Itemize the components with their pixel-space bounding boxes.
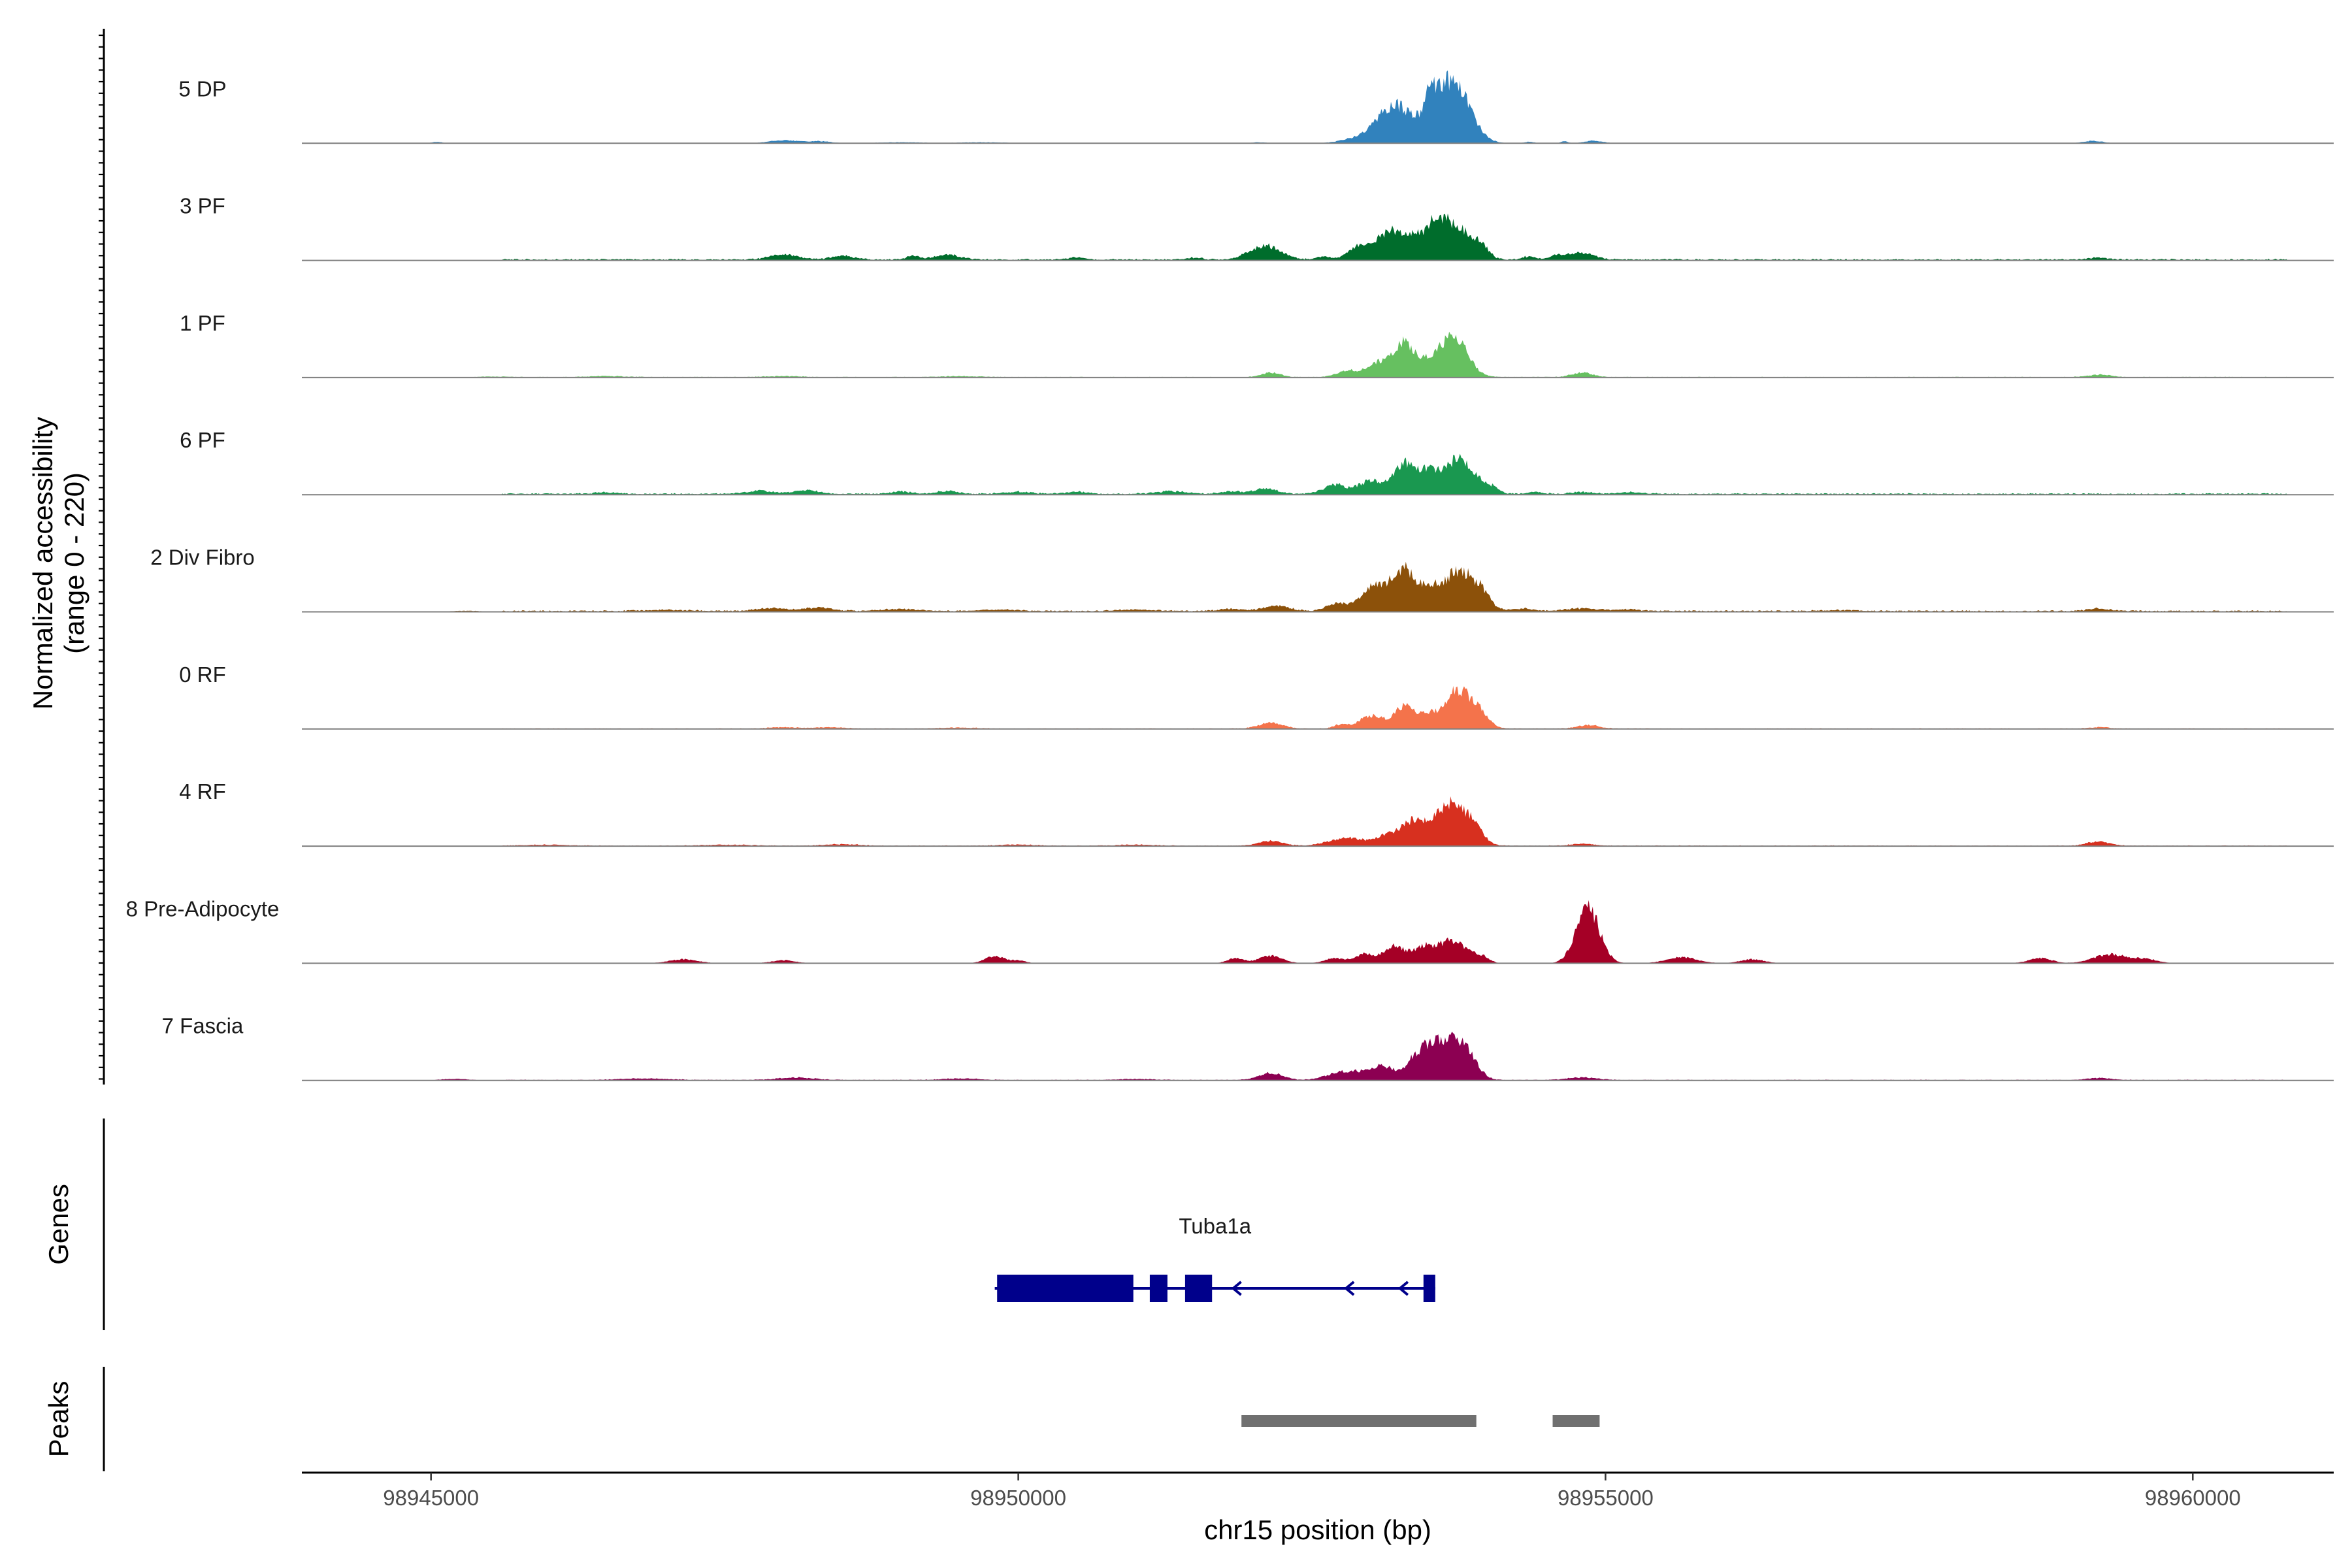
peak-region bbox=[1241, 1415, 1477, 1427]
peak-region bbox=[1552, 1415, 1600, 1427]
coverage-y-axis bbox=[99, 29, 105, 1085]
y-axis-title-line2: (range 0 - 220) bbox=[59, 472, 90, 654]
coverage-y-ticks bbox=[99, 34, 104, 1080]
track-label: 8 Pre-Adipocyte bbox=[126, 896, 280, 921]
coverage-track bbox=[302, 796, 2334, 847]
gene-strand-arrow bbox=[1344, 1281, 1355, 1296]
y-axis-title-line1: Normalized accessibility bbox=[27, 417, 58, 710]
gene-exon bbox=[1423, 1275, 1435, 1302]
x-axis: 98945000 98950000 98955000 98960000 bbox=[302, 1471, 2334, 1510]
coverage-track bbox=[302, 70, 2334, 144]
track-label: 2 Div Fibro bbox=[150, 546, 255, 570]
coverage-track bbox=[302, 331, 2334, 378]
peaks-track bbox=[1241, 1415, 1600, 1427]
genes-track-label: Genes bbox=[43, 1184, 74, 1265]
track-label: 3 PF bbox=[180, 194, 225, 218]
coverage-track-labels: 5 DP 3 PF 1 PF 6 PF 2 Div Fibro 0 RF 4 RF 8 Pre… bbox=[126, 76, 280, 1037]
gene-exon bbox=[1184, 1275, 1213, 1302]
coverage-track bbox=[302, 453, 2334, 496]
coverage-track bbox=[302, 1032, 2334, 1081]
gene-exon bbox=[997, 1275, 1134, 1302]
x-tick-label: 98960000 bbox=[2145, 1486, 2241, 1510]
track-label: 7 Fascia bbox=[162, 1014, 244, 1038]
track-label: 5 DP bbox=[178, 76, 226, 101]
track-label: 6 PF bbox=[180, 428, 225, 452]
gene-track: Tuba1a bbox=[994, 1214, 1435, 1302]
coverage-tracks bbox=[302, 70, 2334, 1081]
gene-strand-arrow bbox=[1397, 1281, 1409, 1296]
x-tick-label: 98955000 bbox=[1558, 1486, 1654, 1510]
coverage-track bbox=[302, 685, 2334, 730]
track-label: 1 PF bbox=[180, 311, 225, 335]
x-axis-title: chr15 position (bp) bbox=[1204, 1514, 1431, 1545]
gene-name-label: Tuba1a bbox=[1179, 1214, 1251, 1238]
coverage-track bbox=[302, 561, 2334, 613]
gene-exon bbox=[1149, 1275, 1168, 1302]
coverage-track bbox=[302, 900, 2334, 964]
gene-strand-arrow bbox=[1231, 1281, 1242, 1296]
x-tick-label: 98950000 bbox=[970, 1486, 1066, 1510]
track-label: 4 RF bbox=[179, 779, 226, 804]
peaks-track-label: Peaks bbox=[43, 1381, 74, 1458]
track-label: 0 RF bbox=[179, 662, 226, 687]
coverage-track bbox=[302, 213, 2334, 261]
x-tick-label: 98945000 bbox=[383, 1486, 479, 1510]
